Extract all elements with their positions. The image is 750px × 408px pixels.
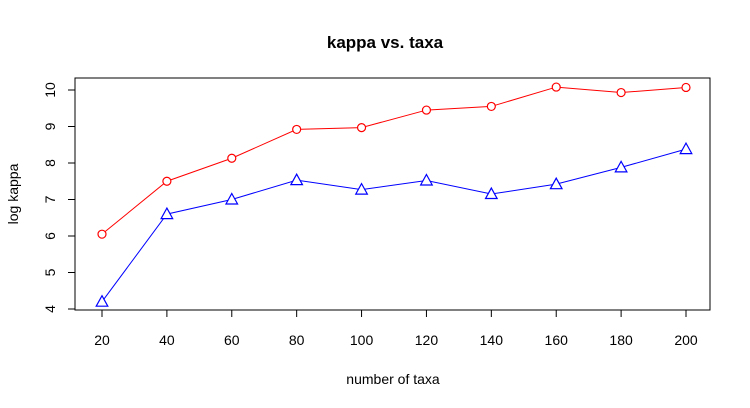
series-2-line bbox=[101, 148, 687, 302]
x-tick-label: 160 bbox=[545, 332, 569, 348]
x-axis: 20 40 60 80 100 120 140 160 180 200 bbox=[94, 309, 698, 348]
x-tick-label: 20 bbox=[94, 332, 110, 348]
series-2-point bbox=[354, 182, 369, 195]
y-tick-label: 4 bbox=[42, 305, 58, 313]
series-1-point bbox=[292, 124, 302, 135]
series-2-point bbox=[95, 294, 109, 307]
y-tick-label: 8 bbox=[42, 159, 58, 167]
series-1-point bbox=[551, 82, 561, 92]
x-tick-label: 180 bbox=[609, 332, 633, 348]
series-1-line bbox=[101, 86, 687, 235]
y-axis-label: log kappa bbox=[5, 163, 21, 224]
x-axis-label: number of taxa bbox=[346, 371, 440, 387]
x-tick-label: 60 bbox=[224, 332, 240, 348]
y-tick-label: 5 bbox=[42, 268, 58, 276]
x-tick-label: 40 bbox=[159, 332, 175, 348]
x-tick-label: 200 bbox=[674, 332, 698, 348]
y-axis: 4 5 6 7 8 9 10 bbox=[42, 82, 76, 313]
series-2-point bbox=[679, 141, 693, 155]
series-1-point bbox=[486, 101, 496, 112]
series-2-point bbox=[160, 206, 174, 220]
series-2-point bbox=[549, 176, 564, 190]
series-2-point bbox=[484, 186, 499, 200]
y-tick-label: 7 bbox=[42, 195, 58, 203]
series-1-point bbox=[616, 87, 626, 98]
chart-title: kappa vs. taxa bbox=[327, 33, 444, 52]
series-1-point bbox=[162, 176, 172, 186]
series-1-point bbox=[227, 153, 237, 163]
x-tick-label: 140 bbox=[480, 332, 504, 348]
series-1-point bbox=[356, 122, 367, 133]
x-tick-label: 80 bbox=[289, 332, 305, 348]
y-tick-label: 6 bbox=[42, 232, 58, 240]
x-tick-label: 100 bbox=[350, 332, 374, 348]
series-1-point bbox=[97, 229, 107, 239]
x-tick-label: 120 bbox=[415, 332, 439, 348]
series-2-point bbox=[289, 172, 304, 186]
series-2-point bbox=[419, 173, 434, 186]
series-1-point bbox=[421, 105, 432, 115]
plot-frame bbox=[74, 77, 711, 311]
y-tick-label: 10 bbox=[42, 82, 58, 98]
series-1-point bbox=[681, 82, 691, 93]
series-2-point bbox=[614, 160, 628, 173]
series-2-point bbox=[224, 192, 239, 205]
series-layer bbox=[95, 82, 693, 307]
y-tick-label: 9 bbox=[42, 122, 58, 130]
